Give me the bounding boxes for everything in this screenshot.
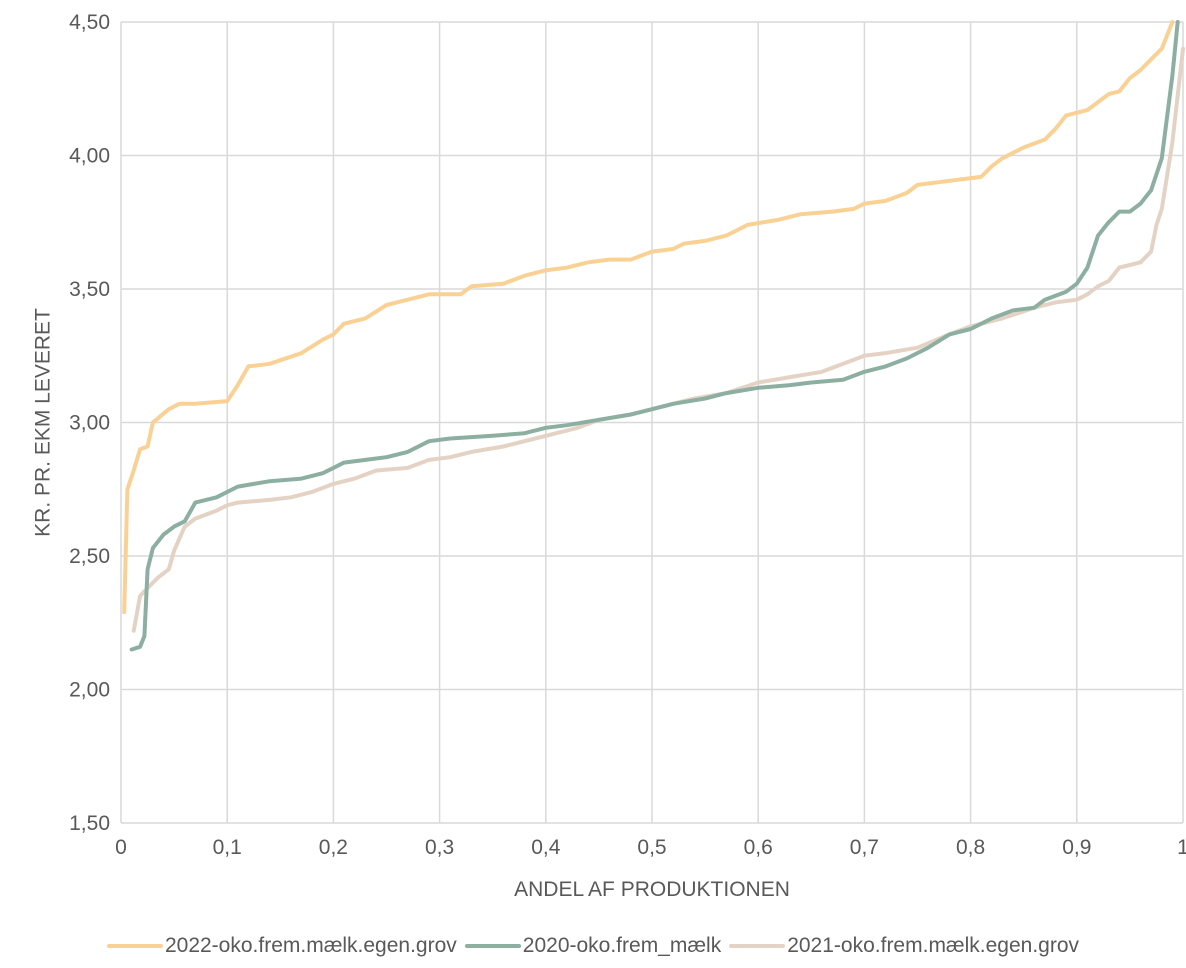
legend-item: 2021-oko.frem.mælk.egen.grov (729, 934, 1079, 958)
y-tick-label: 3,50 (69, 278, 110, 301)
x-tick-label: 0,2 (319, 836, 348, 859)
y-tick-label: 3,00 (69, 412, 110, 435)
x-axis-tick-labels: 0 0,1 0,2 0,3 0,4 0,5 0,6 0,7 0,8 0,9 1 (115, 836, 1186, 859)
legend-swatch (729, 944, 786, 948)
legend-swatch (464, 944, 521, 948)
x-tick-label: 0,1 (213, 836, 242, 859)
y-tick-label: 4,50 (69, 11, 110, 34)
line-chart: 0 0,1 0,2 0,3 0,4 0,5 0,6 0,7 0,8 0,9 1 1,50 2,00 2,… (31, 11, 1186, 901)
y-tick-label: 2,00 (69, 679, 110, 702)
series-line-3 (131, 46, 1185, 633)
x-tick-label: 0,5 (637, 836, 666, 859)
x-tick-label: 0,3 (425, 836, 454, 859)
x-tick-label: 0,4 (531, 836, 561, 859)
series-line-1 (122, 20, 1175, 615)
y-axis-tick-labels: 1,50 2,00 2,50 3,00 3,50 4,00 4,50 (69, 11, 110, 835)
series-lines (122, 20, 1185, 652)
x-tick-label: 0 (115, 836, 127, 859)
legend-label: 2022-oko.frem.mælk.egen.grov (164, 934, 457, 957)
x-tick-label: 0,8 (956, 836, 985, 859)
legend-label: 2020-oko.frem_mælk (522, 934, 722, 957)
legend-item: 2022-oko.frem.mælk.egen.grov (106, 934, 457, 958)
legend-label: 2021-oko.frem.mælk.egen.grov (787, 934, 1080, 957)
y-tick-label: 1,50 (69, 812, 110, 835)
x-tick-label: 1 (1177, 836, 1186, 859)
x-axis-title: ANDEL AF PRODUKTIONEN (514, 878, 790, 901)
y-tick-label: 4,00 (69, 145, 110, 168)
y-axis-title: KR. PR. EKM LEVERET (31, 308, 54, 537)
series-line-2 (129, 20, 1180, 652)
chart-legend: 2022-oko.frem.mælk.egen.grov 2020-oko.fre… (0, 934, 1186, 958)
x-tick-label: 0,6 (744, 836, 773, 859)
legend-item: 2020-oko.frem_mælk (464, 934, 722, 958)
y-tick-label: 2,50 (69, 545, 110, 568)
x-tick-label: 0,9 (1062, 836, 1091, 859)
legend-swatch (106, 944, 163, 948)
x-tick-label: 0,7 (850, 836, 879, 859)
grid-lines (120, 21, 1184, 824)
